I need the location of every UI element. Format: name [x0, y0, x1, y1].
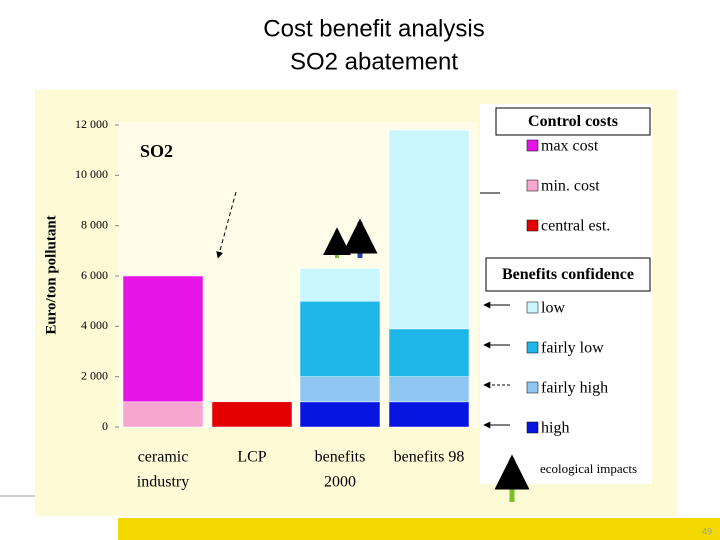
y-axis-label: Euro/ton pollutant: [43, 215, 59, 334]
legend-label: low: [541, 300, 565, 317]
bar-segment: [388, 129, 470, 330]
legend-swatch: [526, 341, 539, 354]
legend-background: [480, 104, 652, 484]
legend-group-box: [495, 107, 651, 136]
legend-swatch: [526, 219, 539, 232]
y-tick-label: 0: [102, 419, 108, 433]
legend-group-title: Benefits confidence: [502, 266, 634, 283]
x-tick-label: 2000: [324, 474, 356, 491]
y-tick-label: 2 000: [81, 368, 108, 382]
legend-label: max cost: [541, 138, 599, 155]
legend-swatch: [526, 301, 539, 314]
legend-swatch: [526, 421, 539, 434]
legend-swatch: [526, 139, 539, 152]
page-number: 49: [702, 526, 712, 536]
slide-title: SO2 abatement: [290, 48, 458, 75]
y-tick-label: 10 000: [75, 167, 108, 181]
x-tick-label: industry: [137, 474, 189, 491]
legend-group-box: [485, 257, 651, 292]
legend-swatch: [526, 381, 539, 394]
x-tick-label: ceramic: [138, 449, 189, 466]
legend-group-title: Control costs: [528, 113, 618, 130]
bar-segment: [211, 401, 293, 428]
y-tick-label: 6 000: [81, 268, 108, 282]
footer-bar: [118, 518, 720, 540]
x-tick-label: benefits: [315, 449, 366, 466]
x-tick-label: benefits 98: [394, 449, 465, 466]
y-tick-label: 12 000: [75, 117, 108, 131]
y-tick-label: 8 000: [81, 217, 108, 231]
bar-segment: [299, 401, 381, 428]
bar-segment: [299, 376, 381, 403]
bar-segment: [388, 401, 470, 428]
bar-segment: [299, 268, 381, 302]
y-tick-label: 4 000: [81, 318, 108, 332]
legend-swatch: [526, 179, 539, 192]
bar-segment: [299, 300, 381, 377]
legend-label: fairly high: [541, 380, 608, 397]
legend-label: min. cost: [541, 178, 600, 195]
annotation: SO2: [140, 141, 173, 161]
bar-segment: [388, 376, 470, 403]
annotation-arrow: [216, 191, 237, 259]
bar-segment: [122, 401, 204, 428]
note: ecological impacts: [540, 461, 637, 476]
legend-label: fairly low: [541, 340, 604, 357]
x-tick-label: LCP: [237, 449, 266, 466]
legend-label: high: [541, 420, 569, 437]
bar-segment: [122, 275, 204, 403]
bar-segment: [388, 328, 470, 377]
slide-title: Cost benefit analysis: [263, 15, 484, 42]
legend-label: central est.: [541, 218, 610, 235]
